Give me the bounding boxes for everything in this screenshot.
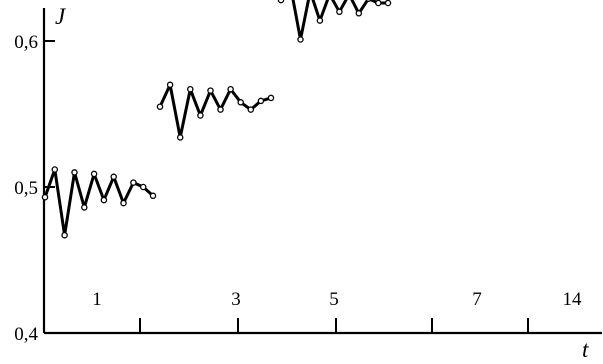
series-line <box>43 168 155 237</box>
data-point <box>336 8 343 16</box>
data-point <box>267 94 275 102</box>
data-point <box>166 81 174 89</box>
data-point <box>375 0 382 7</box>
data-point <box>156 103 164 110</box>
segment-label: 3 <box>231 289 241 310</box>
data-point <box>176 134 184 141</box>
segment-labels: 1 3 5 7 14 <box>92 289 582 310</box>
data-point <box>355 10 363 17</box>
series-line <box>158 83 272 139</box>
y-ticks: 0,40,50,60,70,8 <box>14 32 55 345</box>
y-tick-label: 0,6 <box>14 32 38 53</box>
data-point <box>61 231 68 239</box>
y-axis-title: J <box>55 4 67 29</box>
data-point <box>227 85 234 93</box>
data-point <box>277 0 285 4</box>
data-point <box>257 97 265 105</box>
series-line <box>280 0 388 41</box>
segment-label: 14 <box>563 289 583 310</box>
series-2 <box>156 81 275 141</box>
data-point <box>41 193 49 201</box>
data-point <box>297 36 304 43</box>
data-point <box>100 196 108 204</box>
chart-axes <box>42 8 602 335</box>
data-point <box>197 112 204 119</box>
data-point <box>149 192 157 200</box>
y-tick-label: 0,5 <box>14 178 38 199</box>
x-ticks <box>139 318 529 333</box>
series-group <box>41 0 392 239</box>
data-point <box>90 170 98 178</box>
data-point <box>110 173 117 181</box>
y-tick-label: 0,4 <box>14 324 38 345</box>
data-point <box>365 0 372 2</box>
data-point <box>207 87 214 94</box>
data-point <box>384 0 392 7</box>
data-point <box>71 169 78 176</box>
segment-label: 5 <box>329 289 339 310</box>
series-3 <box>277 0 392 43</box>
data-point <box>316 17 324 24</box>
data-point <box>51 166 59 173</box>
data-point <box>120 199 127 207</box>
data-point <box>237 99 244 106</box>
segment-label: 7 <box>472 289 482 310</box>
data-point <box>130 179 137 186</box>
series-1 <box>41 166 157 239</box>
segment-label: 1 <box>92 289 102 310</box>
data-point <box>81 204 88 211</box>
x-axis-title: t <box>582 337 589 362</box>
data-point <box>139 183 147 191</box>
data-point <box>217 106 224 113</box>
data-point <box>247 106 255 113</box>
data-point <box>187 85 194 93</box>
